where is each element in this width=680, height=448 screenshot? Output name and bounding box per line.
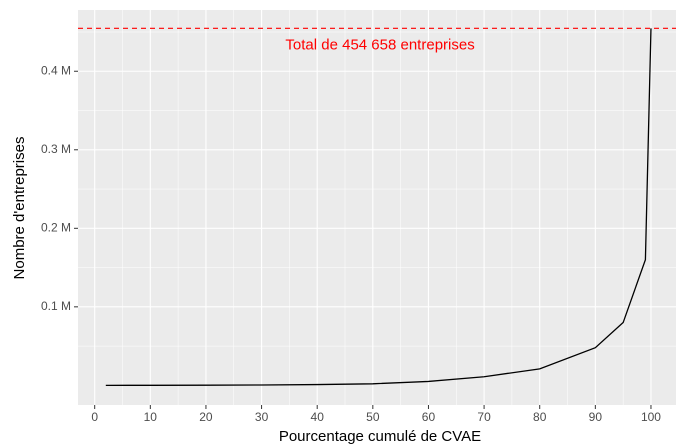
- panel: [78, 10, 676, 405]
- x-axis-label: Pourcentage cumulé de CVAE: [279, 428, 481, 445]
- y-tick-label: 0.2 M: [41, 220, 71, 234]
- x-tick-label: 0: [91, 410, 98, 424]
- x-tick-label: 80: [533, 410, 547, 424]
- y-tick-label: 0.1 M: [41, 299, 71, 313]
- y-tick-label: 0.4 M: [41, 63, 71, 77]
- annotation: Total de 454 658 entreprises: [285, 36, 474, 53]
- x-tick-label: 100: [641, 410, 661, 424]
- x-tick-label: 50: [366, 410, 380, 424]
- x-tick-label: 60: [422, 410, 436, 424]
- x-tick-label: 40: [311, 410, 325, 424]
- x-tick-label: 20: [199, 410, 213, 424]
- x-tick-label: 30: [255, 410, 269, 424]
- x-tick-label: 70: [477, 410, 491, 424]
- y-tick-label: 0.3 M: [41, 142, 71, 156]
- y-axis-label: Nombre d'entreprises: [11, 137, 28, 280]
- x-tick-label: 10: [144, 410, 158, 424]
- x-tick-label: 90: [589, 410, 603, 424]
- series-line: [105, 28, 652, 387]
